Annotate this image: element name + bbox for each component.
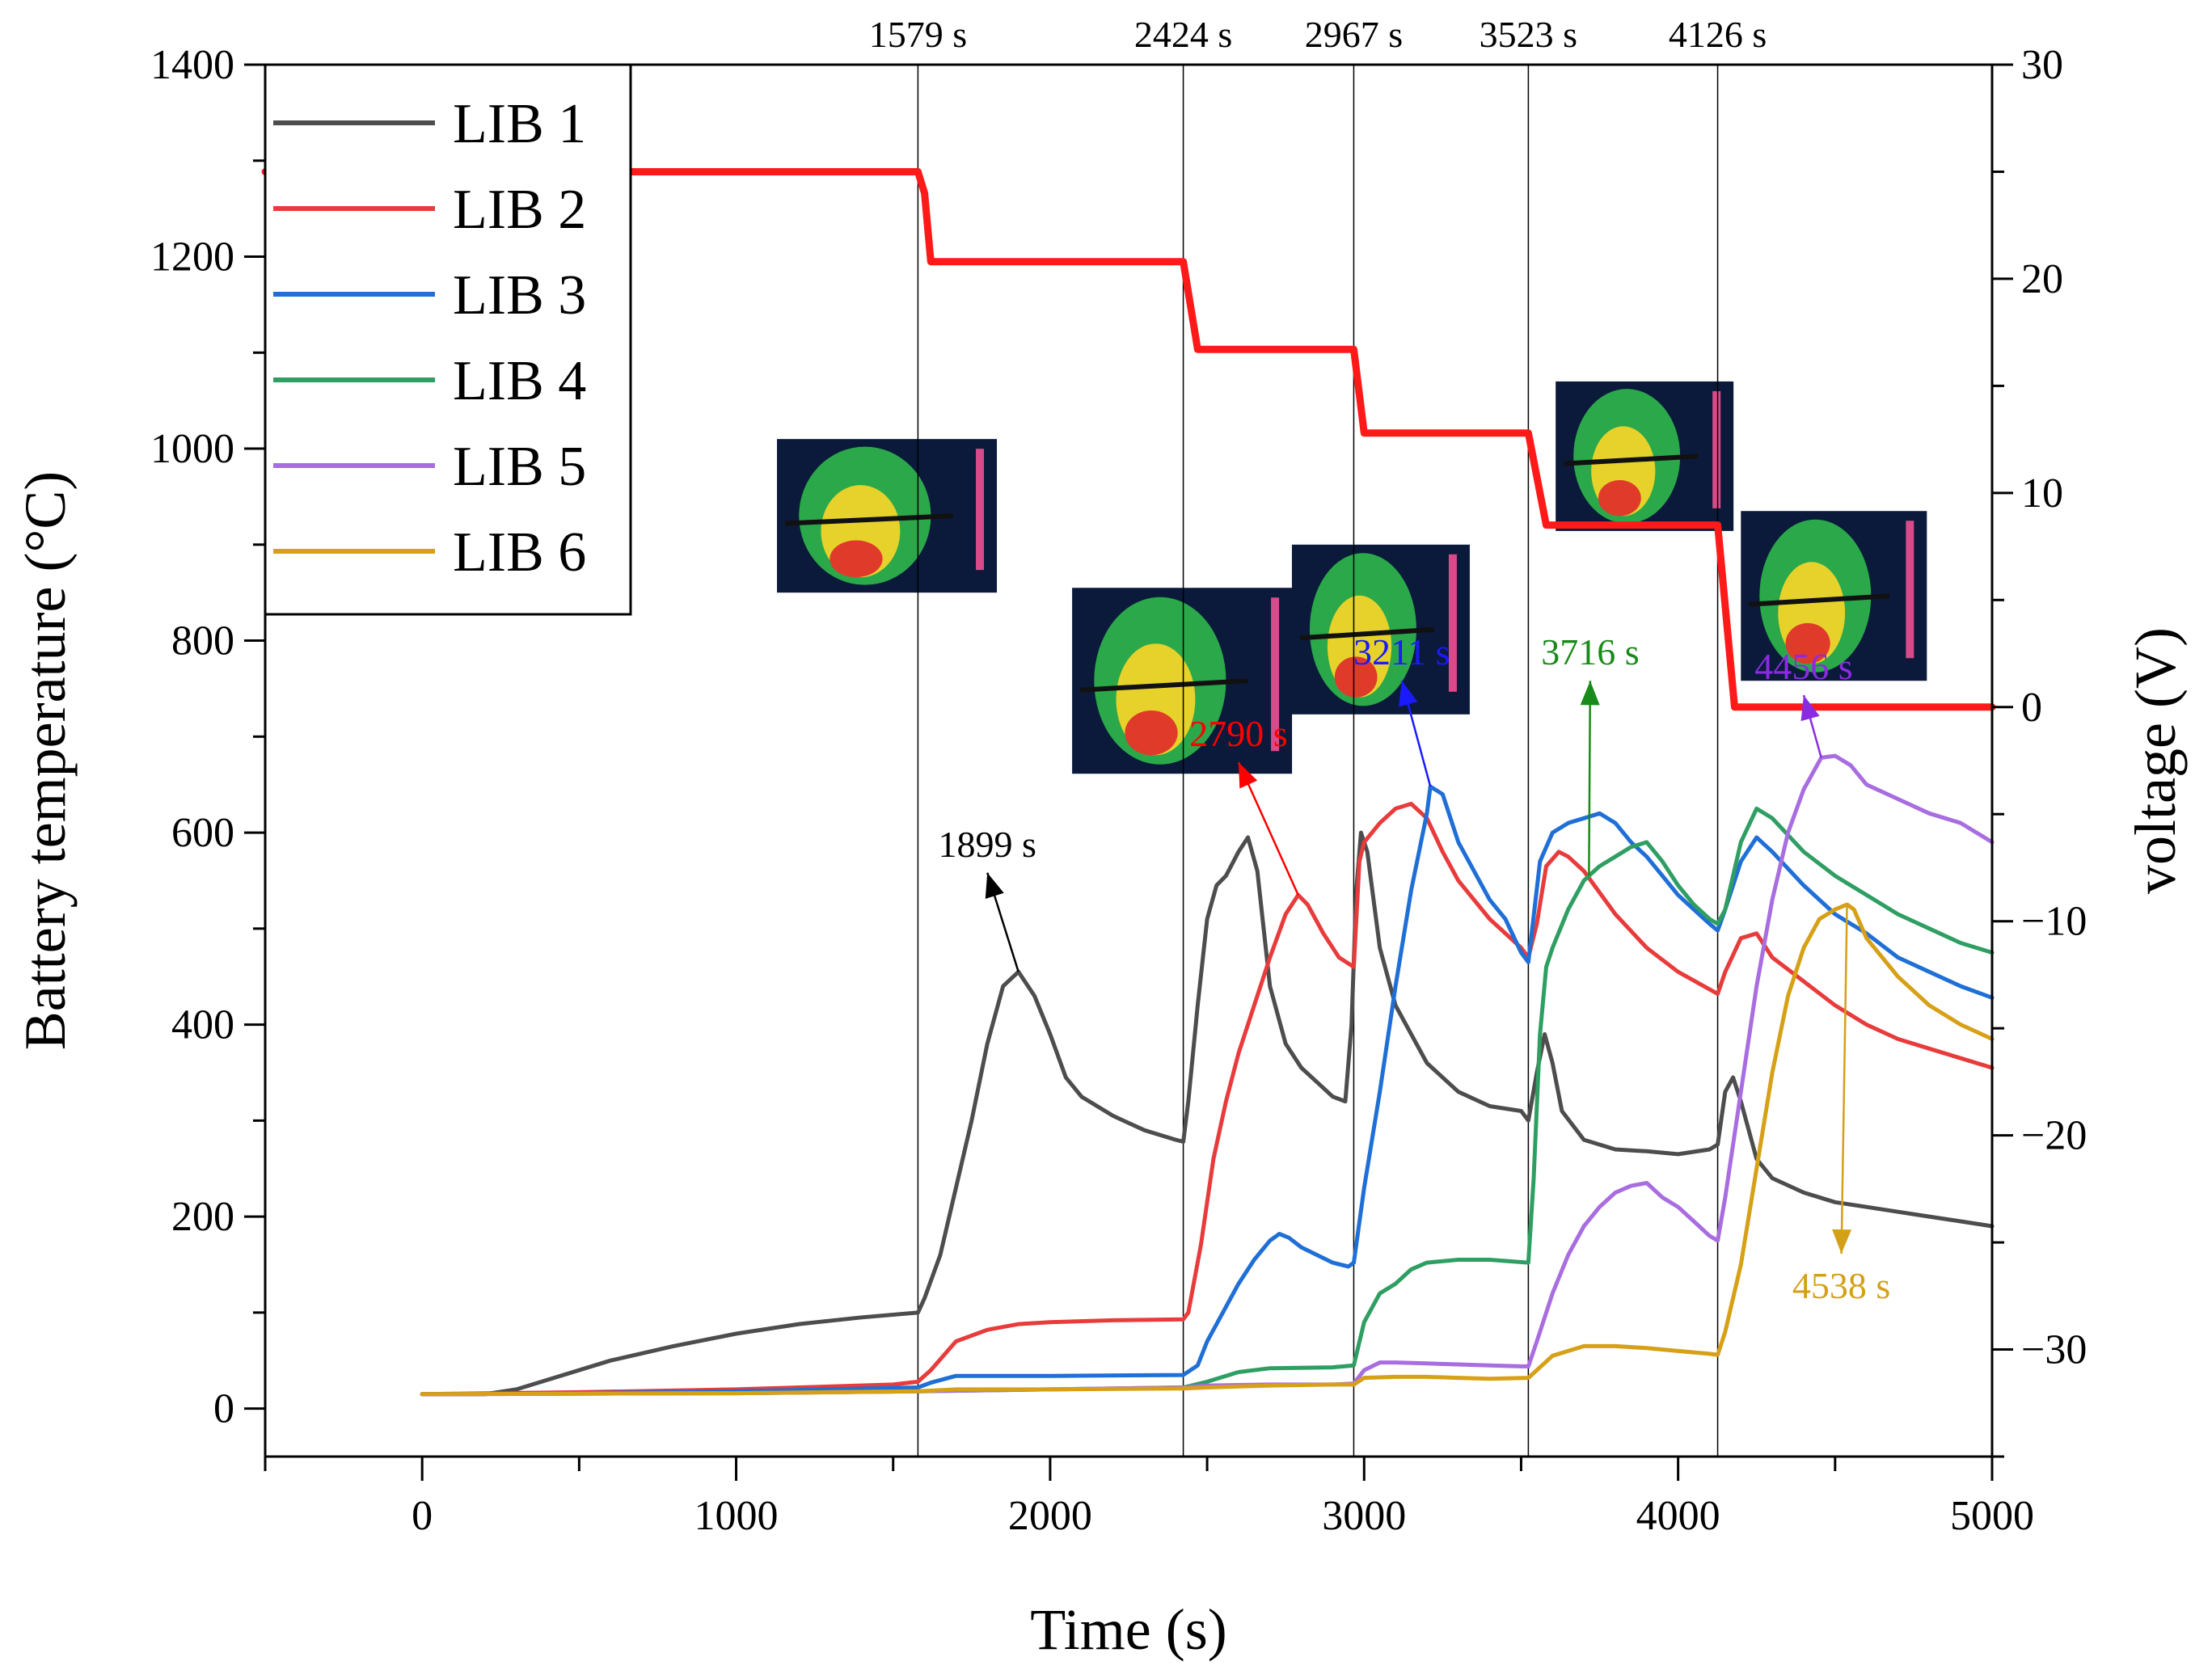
legend-label: LIB 2 [453, 179, 586, 241]
annotation-arrowhead [1800, 695, 1820, 722]
thermal-color-scale [1271, 597, 1280, 752]
y-tick-label: 600 [171, 810, 234, 856]
annotation-label: 3716 s [1541, 631, 1639, 673]
annotation-arrow [1588, 681, 1592, 876]
plot-frame [264, 63, 1994, 1458]
y2-tick-label: −10 [2021, 899, 2087, 945]
axes: 0 1000 2000 3000 4000 50000200400600800100012… [150, 42, 2087, 1539]
x-tick-label: 3000 [1322, 1493, 1406, 1539]
y2-tick-label: 30 [2021, 42, 2063, 88]
series-line-lib-6 [420, 902, 1995, 1397]
y2-tick-label: 0 [2021, 685, 2042, 731]
thermal-core [1785, 622, 1830, 664]
thermal-battery-edge [1299, 626, 1435, 641]
series-line-lib-4 [420, 806, 1995, 1397]
annotation-label: 1899 s [939, 824, 1036, 865]
thermal-core [1334, 656, 1378, 698]
y-tick-label: 800 [171, 618, 234, 664]
thermal-color-scale [976, 449, 985, 571]
series-line-lib-1 [420, 830, 1995, 1397]
annotation-label: 2790 s [1189, 713, 1287, 754]
thermal-core [1598, 480, 1641, 517]
x-tick-label: 5000 [1950, 1493, 2034, 1539]
legend-label: LIB 4 [453, 350, 586, 412]
annotation-label: 4538 s [1792, 1265, 1890, 1306]
y-tick-label: 1200 [150, 234, 234, 280]
x-tick-label: 4000 [1636, 1493, 1720, 1539]
series-line-voltage [261, 168, 1996, 711]
event-label: 4126 s [1669, 14, 1767, 55]
y-tick-label: 1000 [150, 426, 234, 472]
y2-axis-title: voltage (V) [2123, 627, 2188, 894]
y-axis-title: Battery temperature (°C) [13, 471, 78, 1050]
legend-label: LIB 6 [453, 521, 586, 584]
legend-label: LIB 5 [453, 436, 586, 498]
series-lines [261, 168, 1996, 1397]
thermal-image-layer [777, 381, 1927, 774]
event-label: 2424 s [1134, 14, 1232, 55]
legend-label: LIB 3 [453, 264, 586, 327]
y-tick-label: 1400 [150, 42, 234, 88]
event-label: 2967 s [1305, 14, 1403, 55]
thermal-color-scale [1712, 390, 1721, 508]
annotation-label: 4456 s [1754, 646, 1852, 687]
x-axis-title: Time (s) [1030, 1597, 1226, 1662]
thermal-battery-edge [1079, 678, 1248, 693]
thermal-image-inset [1556, 381, 1734, 531]
y-tick-label: 200 [171, 1194, 234, 1240]
annotation-arrowhead [1832, 1229, 1852, 1254]
x-tick-label: 0 [412, 1493, 433, 1539]
event-lines: 1579 s 2424 s 2967 s 3523 s 4126 s [869, 14, 1767, 1457]
thermal-battery-edge [1749, 593, 1890, 607]
event-label: 3523 s [1480, 14, 1577, 55]
y2-tick-label: 10 [2021, 470, 2063, 517]
annotation-arrowhead [1238, 762, 1258, 789]
x-tick-label: 2000 [1008, 1493, 1092, 1539]
thermal-color-scale [1448, 554, 1457, 692]
legend-box [264, 63, 632, 616]
legend: LIB 1 LIB 2 LIB 3 LIB 4 LIB 5 LIB 6 [264, 63, 632, 616]
annotation-label: 3211 s [1353, 631, 1450, 673]
thermal-battery-edge [784, 513, 953, 526]
y2-tick-label: −20 [2021, 1113, 2087, 1159]
y-tick-label: 400 [171, 1002, 234, 1048]
annotation-arrow [1840, 904, 1848, 1254]
y2-tick-label: 20 [2021, 256, 2063, 302]
thermal-battery-edge [1564, 453, 1699, 466]
thermal-core [1125, 711, 1178, 756]
thermal-image-inset [1291, 544, 1470, 715]
series-line-lib-2 [420, 801, 1995, 1397]
peak-annotations: 1899 s 2790 s 3211 s 3716 s 4456 s 4538 s [939, 631, 1891, 1306]
thermal-image-inset [777, 439, 998, 593]
annotation-arrowhead [1399, 681, 1418, 707]
thermal-color-scale [1906, 521, 1914, 659]
thermal-image-inset [1072, 588, 1293, 774]
y-tick-label: 0 [213, 1386, 234, 1432]
legend-label: LIB 1 [453, 93, 586, 155]
annotation-arrowhead [1580, 681, 1600, 706]
y2-tick-label: −30 [2021, 1327, 2087, 1373]
series-line-lib-3 [420, 784, 1995, 1397]
thermal-core [830, 540, 883, 578]
annotation-arrowhead [985, 872, 1004, 899]
x-tick-label: 1000 [694, 1493, 779, 1539]
event-label: 1579 s [869, 14, 967, 55]
thermal-image-inset [1741, 511, 1927, 681]
